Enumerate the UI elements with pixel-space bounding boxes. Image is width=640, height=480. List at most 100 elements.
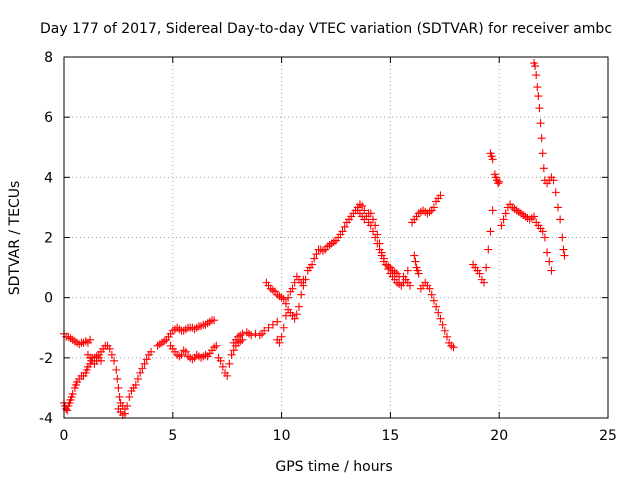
x-tick-label: 10	[273, 428, 291, 444]
data-point	[225, 359, 234, 368]
data-point	[288, 284, 297, 293]
data-point	[297, 290, 306, 299]
y-axis-title: SDTVAR / TECUs	[7, 181, 23, 296]
data-point	[543, 248, 552, 257]
data-point	[340, 222, 349, 231]
data-point	[223, 371, 232, 380]
data-point	[290, 314, 299, 323]
data-point	[434, 308, 443, 317]
data-point	[279, 295, 288, 304]
data-point	[436, 191, 445, 200]
data-points	[60, 59, 569, 419]
data-point	[299, 275, 308, 284]
data-point	[181, 347, 190, 356]
chart-title: Day 177 of 2017, Sidereal Day-to-day VTE…	[40, 21, 612, 37]
data-point	[405, 281, 414, 290]
data-point	[63, 406, 72, 415]
data-point	[247, 331, 256, 340]
data-point	[537, 134, 546, 143]
data-point	[382, 260, 391, 269]
data-point	[312, 250, 321, 259]
data-point	[560, 251, 569, 260]
data-point	[86, 335, 95, 344]
data-point	[534, 92, 543, 101]
data-point	[475, 269, 484, 278]
data-point	[425, 284, 434, 293]
y-tick-label: 2	[44, 231, 53, 247]
data-point	[92, 356, 101, 365]
data-point	[115, 392, 124, 401]
data-point	[295, 302, 304, 311]
data-point	[410, 251, 419, 260]
data-point	[538, 149, 547, 158]
data-point	[379, 254, 388, 263]
x-tick-label: 25	[599, 428, 617, 444]
data-point	[442, 332, 451, 341]
data-point	[216, 356, 225, 365]
data-point	[275, 338, 284, 347]
data-point	[499, 215, 508, 224]
data-point	[501, 209, 510, 218]
data-point	[175, 352, 184, 361]
data-point	[227, 350, 236, 359]
data-point	[488, 206, 497, 215]
data-point	[538, 227, 547, 236]
data-point	[112, 365, 121, 374]
data-point	[68, 389, 77, 398]
data-point	[131, 380, 140, 389]
data-point	[212, 341, 221, 350]
data-point	[427, 290, 436, 299]
data-point	[133, 374, 142, 383]
x-tick-label: 5	[168, 428, 177, 444]
data-point	[425, 207, 434, 216]
data-point	[273, 317, 282, 326]
y-tick-label: -4	[39, 411, 53, 427]
data-point	[179, 346, 188, 355]
data-point	[181, 325, 190, 334]
data-point	[449, 343, 458, 352]
data-point	[308, 260, 317, 269]
data-point	[113, 374, 122, 383]
data-point	[495, 177, 504, 186]
data-point	[440, 326, 449, 335]
data-point	[279, 323, 288, 332]
data-point	[371, 221, 380, 230]
data-point	[281, 299, 290, 308]
data-point	[110, 356, 119, 365]
y-tick-label: 0	[44, 291, 53, 307]
data-point	[292, 310, 301, 319]
data-point	[539, 164, 548, 173]
data-point	[531, 62, 540, 71]
data-point	[268, 320, 277, 329]
data-point	[105, 344, 114, 353]
axis-ticks	[63, 56, 609, 419]
data-point	[530, 212, 539, 221]
data-point	[535, 104, 544, 113]
data-point	[338, 227, 347, 236]
x-tick-label: 20	[490, 428, 508, 444]
data-point	[218, 362, 227, 371]
data-point	[494, 179, 503, 188]
data-point	[142, 355, 151, 364]
data-point	[123, 401, 132, 410]
y-tick-label: 4	[44, 170, 53, 186]
data-point	[147, 347, 156, 356]
data-point	[403, 266, 412, 275]
data-point	[366, 209, 375, 218]
data-point	[429, 296, 438, 305]
data-point	[375, 239, 384, 248]
x-tick-label: 0	[60, 428, 69, 444]
data-point	[260, 326, 269, 335]
data-point	[414, 269, 423, 278]
data-point	[395, 280, 404, 289]
data-point	[310, 254, 319, 263]
data-point	[532, 71, 541, 80]
data-point	[488, 155, 497, 164]
data-point	[559, 245, 568, 254]
data-point	[527, 213, 536, 222]
data-point	[540, 233, 549, 242]
data-point	[368, 215, 377, 224]
data-point	[536, 119, 545, 128]
data-point	[125, 392, 134, 401]
